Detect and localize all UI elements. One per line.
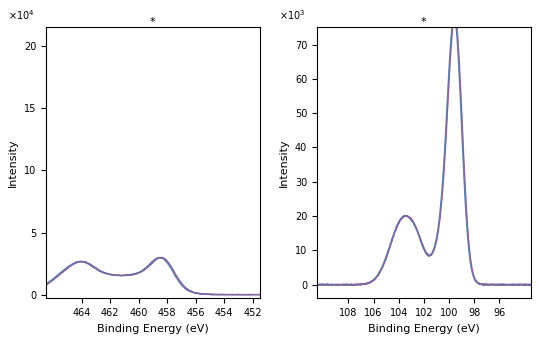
X-axis label: Binding Energy (eV): Binding Energy (eV) xyxy=(368,324,480,334)
Text: $\times 10^4$: $\times 10^4$ xyxy=(8,8,34,22)
Title: *: * xyxy=(421,17,427,27)
Y-axis label: Intensity: Intensity xyxy=(8,139,18,187)
Y-axis label: Intensity: Intensity xyxy=(279,139,289,187)
Title: *: * xyxy=(150,17,156,27)
X-axis label: Binding Energy (eV): Binding Energy (eV) xyxy=(97,324,209,334)
Text: $\times 10^3$: $\times 10^3$ xyxy=(279,8,305,22)
